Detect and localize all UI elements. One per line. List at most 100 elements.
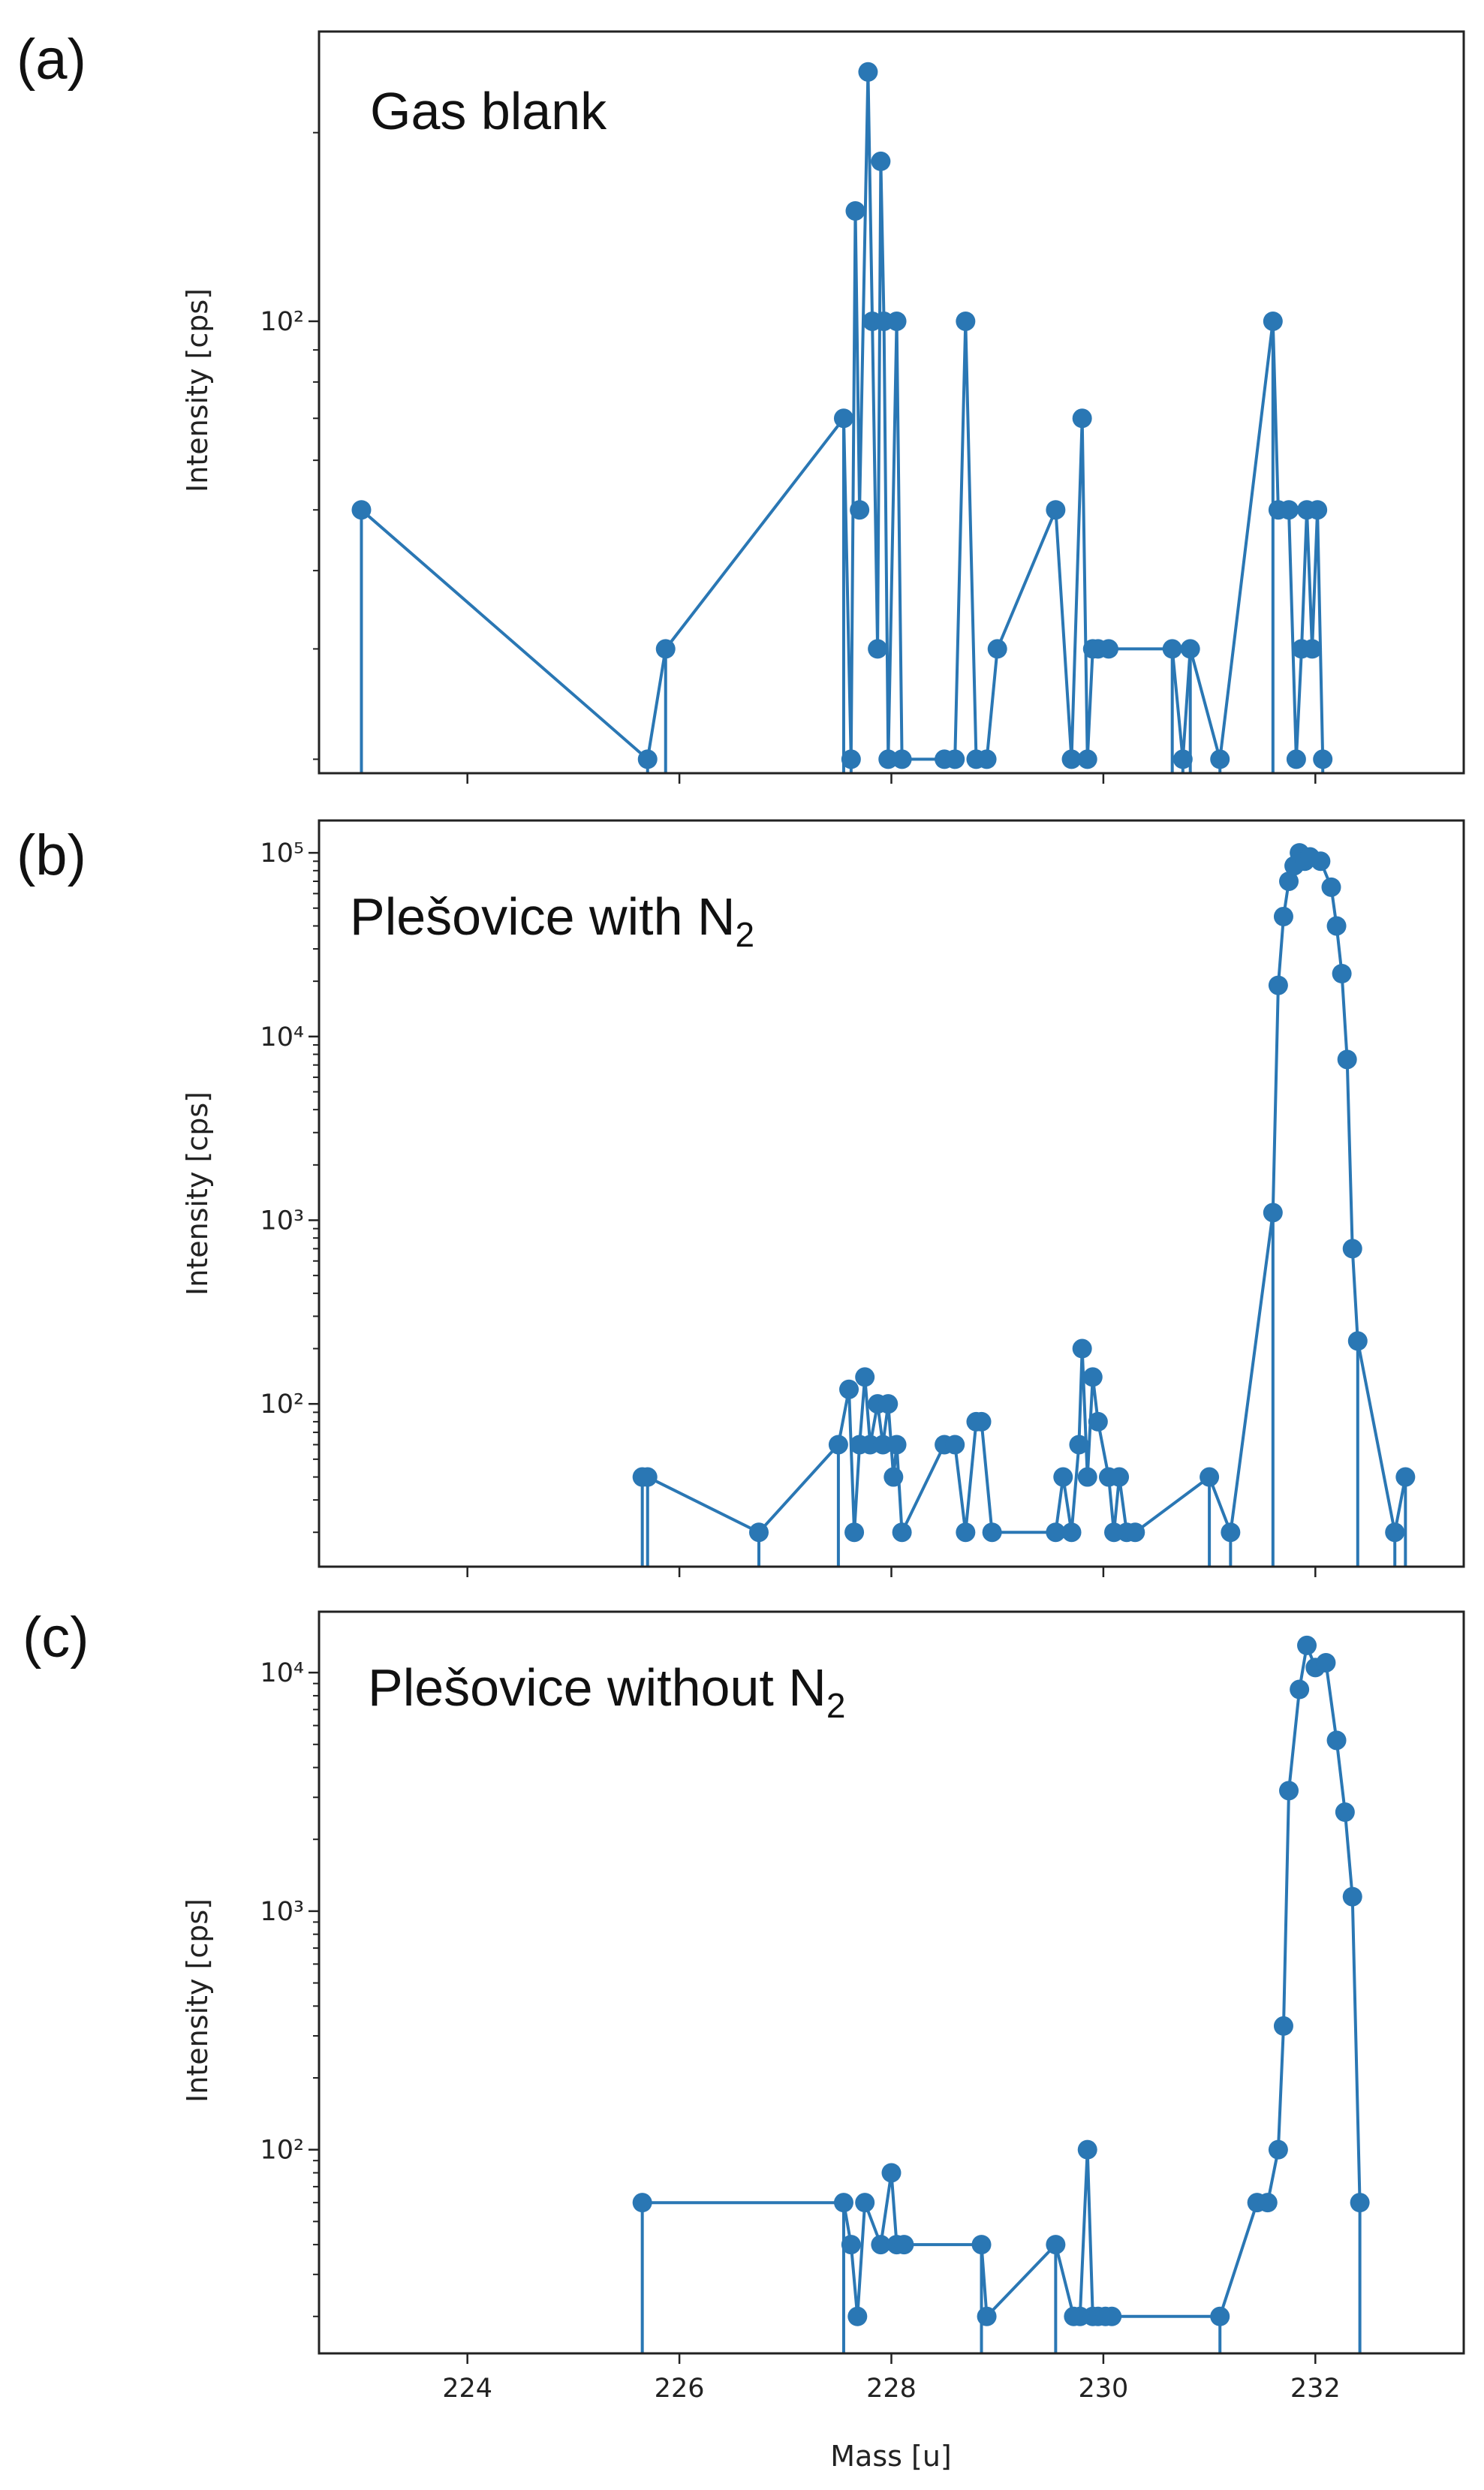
- data-point: [1162, 639, 1182, 659]
- series-line: [642, 1643, 1362, 2318]
- data-point: [1053, 1467, 1073, 1487]
- data-point: [855, 1367, 875, 1387]
- data-point: [1200, 1467, 1220, 1487]
- x-axis-label: Mass [u]: [830, 2440, 951, 2473]
- data-point: [873, 1435, 893, 1455]
- data-point: [1077, 2139, 1097, 2160]
- panel-annotation: Plešovice without N2: [368, 1658, 845, 1725]
- data-point: [632, 2193, 652, 2213]
- annotation-subscript: 2: [736, 915, 755, 954]
- plot-frame: [318, 819, 1465, 1568]
- data-point: [1321, 877, 1341, 897]
- y-axis-label: Intensity [cps]: [181, 1898, 214, 2103]
- data-point: [892, 749, 912, 769]
- data-marks: [632, 843, 1416, 1567]
- data-marks: [632, 1635, 1370, 2353]
- y-tick-label: 10²: [260, 307, 304, 337]
- data-point: [1326, 1730, 1347, 1751]
- data-point: [858, 62, 878, 82]
- panel-label: (c): [23, 1606, 89, 1670]
- data-point: [945, 749, 965, 769]
- data-point: [655, 639, 676, 659]
- data-point: [1263, 311, 1283, 331]
- data-point: [1335, 1802, 1355, 1823]
- data-point: [1326, 916, 1347, 936]
- data-point: [1109, 1467, 1130, 1487]
- y-tick-label: 10⁵: [260, 839, 304, 869]
- data-point: [886, 311, 907, 331]
- x-tick-label: 228: [866, 2374, 917, 2404]
- data-point: [844, 1522, 865, 1543]
- data-point: [892, 1522, 912, 1543]
- data-point: [1290, 1679, 1310, 1700]
- y-tick-label: 10⁴: [260, 1658, 304, 1688]
- data-point: [1046, 2235, 1066, 2255]
- data-point: [1268, 2139, 1288, 2160]
- data-point: [894, 2235, 914, 2255]
- y-tick-label: 10⁴: [260, 1022, 304, 1052]
- data-point: [1311, 851, 1331, 872]
- data-point: [1077, 749, 1097, 769]
- data-point: [850, 500, 870, 520]
- data-point: [1072, 408, 1092, 429]
- data-point: [637, 749, 658, 769]
- data-marks: [351, 62, 1333, 773]
- data-point: [1180, 639, 1200, 659]
- data-point: [1077, 1467, 1097, 1487]
- data-point: [971, 2235, 992, 2255]
- data-point: [1316, 1652, 1336, 1673]
- annotation-subscript: 2: [826, 1686, 846, 1725]
- y-tick-label: 10³: [260, 1206, 304, 1236]
- data-point: [1098, 639, 1118, 659]
- data-point: [1172, 749, 1193, 769]
- data-point: [847, 2306, 868, 2326]
- data-point: [1273, 2016, 1293, 2036]
- x-tick-label: 230: [1079, 2374, 1129, 2404]
- data-point: [1347, 1331, 1368, 1351]
- y-tick-label: 10²: [260, 2136, 304, 2166]
- panel-annotation: Gas blank: [370, 82, 607, 140]
- annotation-text: Plešovice without N: [368, 1658, 826, 1717]
- data-point: [977, 2306, 997, 2326]
- data-point: [1279, 1781, 1299, 1801]
- data-point: [956, 1522, 976, 1543]
- chart-panel-b: (b) Plešovice with N2 Intensity [cps] 10…: [17, 819, 1465, 1577]
- data-point: [945, 1435, 965, 1455]
- data-point: [871, 151, 891, 171]
- data-point: [845, 200, 865, 221]
- data-point: [956, 311, 976, 331]
- data-point: [351, 500, 372, 520]
- data-point: [833, 408, 853, 429]
- x-tick-label: 224: [442, 2374, 492, 2404]
- axis-ticks: 10²: [260, 131, 1317, 784]
- data-point: [748, 1522, 769, 1543]
- data-point: [1268, 975, 1288, 995]
- data-point: [1069, 1435, 1089, 1455]
- annotation-text: Plešovice with N: [350, 887, 736, 946]
- data-point: [977, 749, 997, 769]
- x-tick-label: 226: [655, 2374, 705, 2404]
- data-point: [855, 2193, 875, 2213]
- data-point: [1082, 1367, 1103, 1387]
- x-tick-label: 232: [1290, 2374, 1341, 2404]
- data-point: [839, 1379, 859, 1399]
- data-point: [1308, 500, 1328, 520]
- data-point: [1337, 1049, 1357, 1070]
- data-point: [878, 1394, 899, 1414]
- data-point: [1286, 749, 1306, 769]
- data-point: [1297, 1635, 1317, 1655]
- data-point: [1342, 1239, 1362, 1259]
- chart-panel-a: (a) Gas blank Intensity [cps] 10²: [17, 28, 1465, 784]
- data-point: [1395, 1467, 1416, 1487]
- data-point: [828, 1435, 848, 1455]
- data-point: [833, 2193, 853, 2213]
- data-point: [841, 2235, 861, 2255]
- data-point: [1061, 749, 1082, 769]
- y-tick-label: 10²: [260, 1390, 304, 1420]
- y-axis-label: Intensity [cps]: [181, 288, 214, 492]
- chart-panel-c: (c) Plešovice without N2 Intensity [cps]…: [23, 1606, 1465, 2404]
- y-axis-label: Intensity [cps]: [181, 1091, 214, 1296]
- data-point: [1221, 1522, 1241, 1543]
- data-point: [1257, 2193, 1278, 2213]
- panel-label: (a): [17, 28, 86, 92]
